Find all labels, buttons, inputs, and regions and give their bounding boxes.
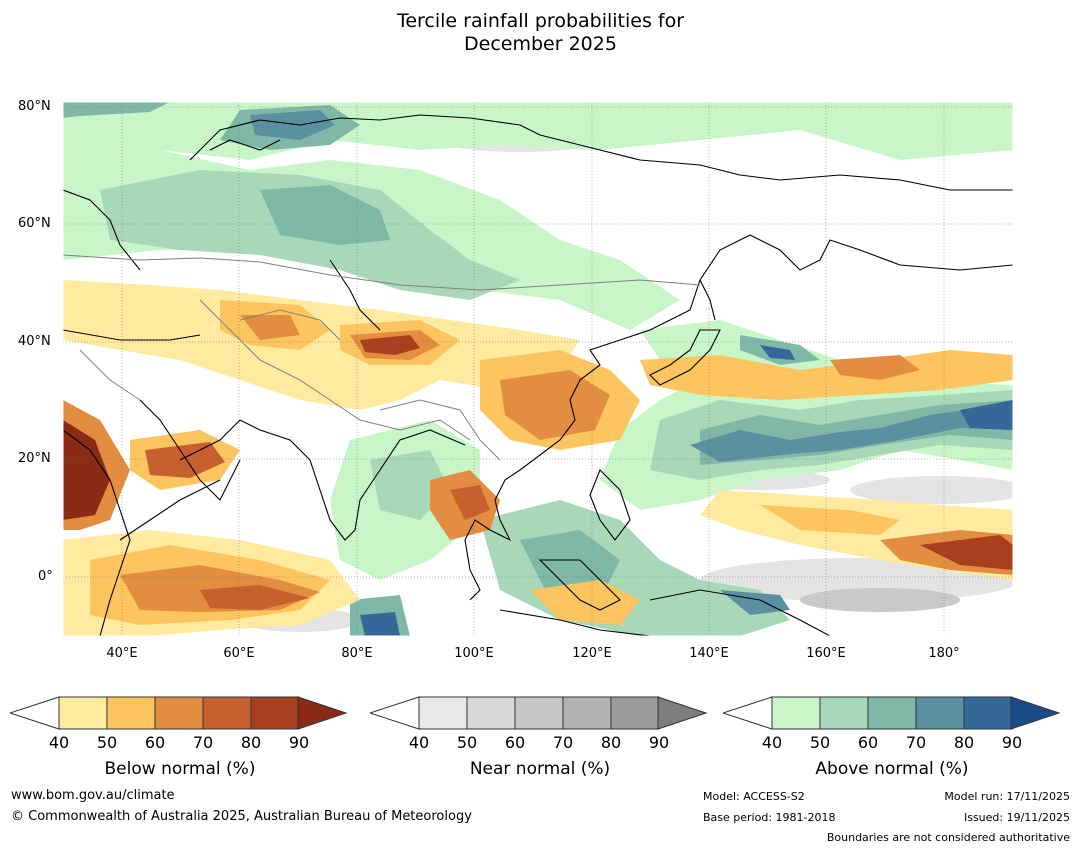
website-link[interactable]: www.bom.gov.au/climate — [11, 788, 175, 803]
colorbar-below-normal — [10, 696, 348, 730]
above-normal-region — [63, 102, 1013, 636]
above-color-segment — [771, 696, 821, 730]
near-normal-title: Near normal (%) — [469, 759, 611, 779]
map-title: Tercile rainfall probabilities for Decem… — [0, 10, 1081, 56]
near-color-segment — [466, 696, 516, 730]
title-line-1: Tercile rainfall probabilities for — [396, 10, 685, 32]
map-canvas — [62, 101, 1014, 637]
model-run-text: Model run: 17/11/2025 — [944, 790, 1070, 803]
near-color-segment — [418, 696, 468, 730]
above-color-segment — [963, 696, 1013, 730]
below-tick-label: 60 — [144, 733, 166, 752]
lon-label-160e: 160°E — [806, 646, 846, 661]
map-frame — [62, 101, 1014, 637]
above-normal-title: Above normal (%) — [815, 759, 969, 779]
below-normal-region — [63, 280, 1013, 636]
near-min-arrow — [370, 696, 420, 730]
above-color-segment — [867, 696, 917, 730]
near-color-segment — [610, 696, 660, 730]
near-tick-label: 80 — [600, 733, 622, 752]
above-color-segment — [915, 696, 965, 730]
below-color-segment — [202, 696, 252, 730]
country-borders — [63, 254, 701, 461]
graticule — [63, 102, 1013, 636]
colorbar-above-normal — [723, 696, 1061, 730]
below-tick-label: 80 — [240, 733, 262, 752]
near-tick-label: 40 — [408, 733, 430, 752]
colorbar-near-normal — [370, 696, 708, 730]
title-line-2: December 2025 — [464, 33, 617, 55]
base-period-text: Base period: 1981-2018 — [703, 811, 836, 824]
below-min-arrow — [10, 696, 60, 730]
below-max-arrow — [297, 696, 348, 730]
above-max-arrow — [1010, 696, 1061, 730]
coastlines — [63, 114, 1013, 636]
lon-label-120e: 120°E — [572, 646, 612, 661]
below-tick-label: 70 — [192, 733, 214, 752]
above-min-arrow — [723, 696, 773, 730]
above-tick-label: 60 — [857, 733, 879, 752]
below-color-segment — [154, 696, 204, 730]
near-tick-label: 60 — [504, 733, 526, 752]
lon-label-100e: 100°E — [454, 646, 494, 661]
lat-label-20n: 20°N — [18, 451, 51, 466]
issued-text: Issued: 19/11/2025 — [963, 811, 1070, 824]
lon-label-60e: 60°E — [223, 646, 255, 661]
near-tick-label: 50 — [456, 733, 478, 752]
below-color-segment — [250, 696, 300, 730]
below-tick-label: 40 — [48, 733, 70, 752]
above-tick-label: 90 — [1001, 733, 1023, 752]
near-color-segment — [514, 696, 564, 730]
near-tick-label: 70 — [552, 733, 574, 752]
above-tick-label: 50 — [809, 733, 831, 752]
lat-label-60n: 60°N — [18, 216, 51, 231]
above-tick-label: 40 — [761, 733, 783, 752]
lon-label-140e: 140°E — [689, 646, 729, 661]
probability-fields — [63, 102, 1013, 636]
below-normal-title: Below normal (%) — [104, 759, 256, 779]
lon-label-40e: 40°E — [106, 646, 138, 661]
near-max-arrow — [657, 696, 708, 730]
near-tick-label: 90 — [648, 733, 670, 752]
lat-label-40n: 40°N — [18, 334, 51, 349]
lat-label-80n: 80°N — [18, 99, 51, 114]
model-text: Model: ACCESS-S2 — [703, 790, 805, 803]
below-color-segment — [106, 696, 156, 730]
above-tick-label: 70 — [905, 733, 927, 752]
copyright-text: © Commonwealth of Australia 2025, Austra… — [11, 809, 472, 824]
near-color-segment — [562, 696, 612, 730]
below-tick-label: 50 — [96, 733, 118, 752]
lat-label-0: 0° — [38, 569, 53, 584]
below-color-segment — [58, 696, 108, 730]
lon-label-80e: 80°E — [341, 646, 373, 661]
above-color-segment — [819, 696, 869, 730]
below-tick-label: 90 — [288, 733, 310, 752]
disclaimer-text: Boundaries are not considered authoritat… — [826, 831, 1070, 844]
lon-label-180: 180° — [928, 646, 960, 661]
above-tick-label: 80 — [953, 733, 975, 752]
